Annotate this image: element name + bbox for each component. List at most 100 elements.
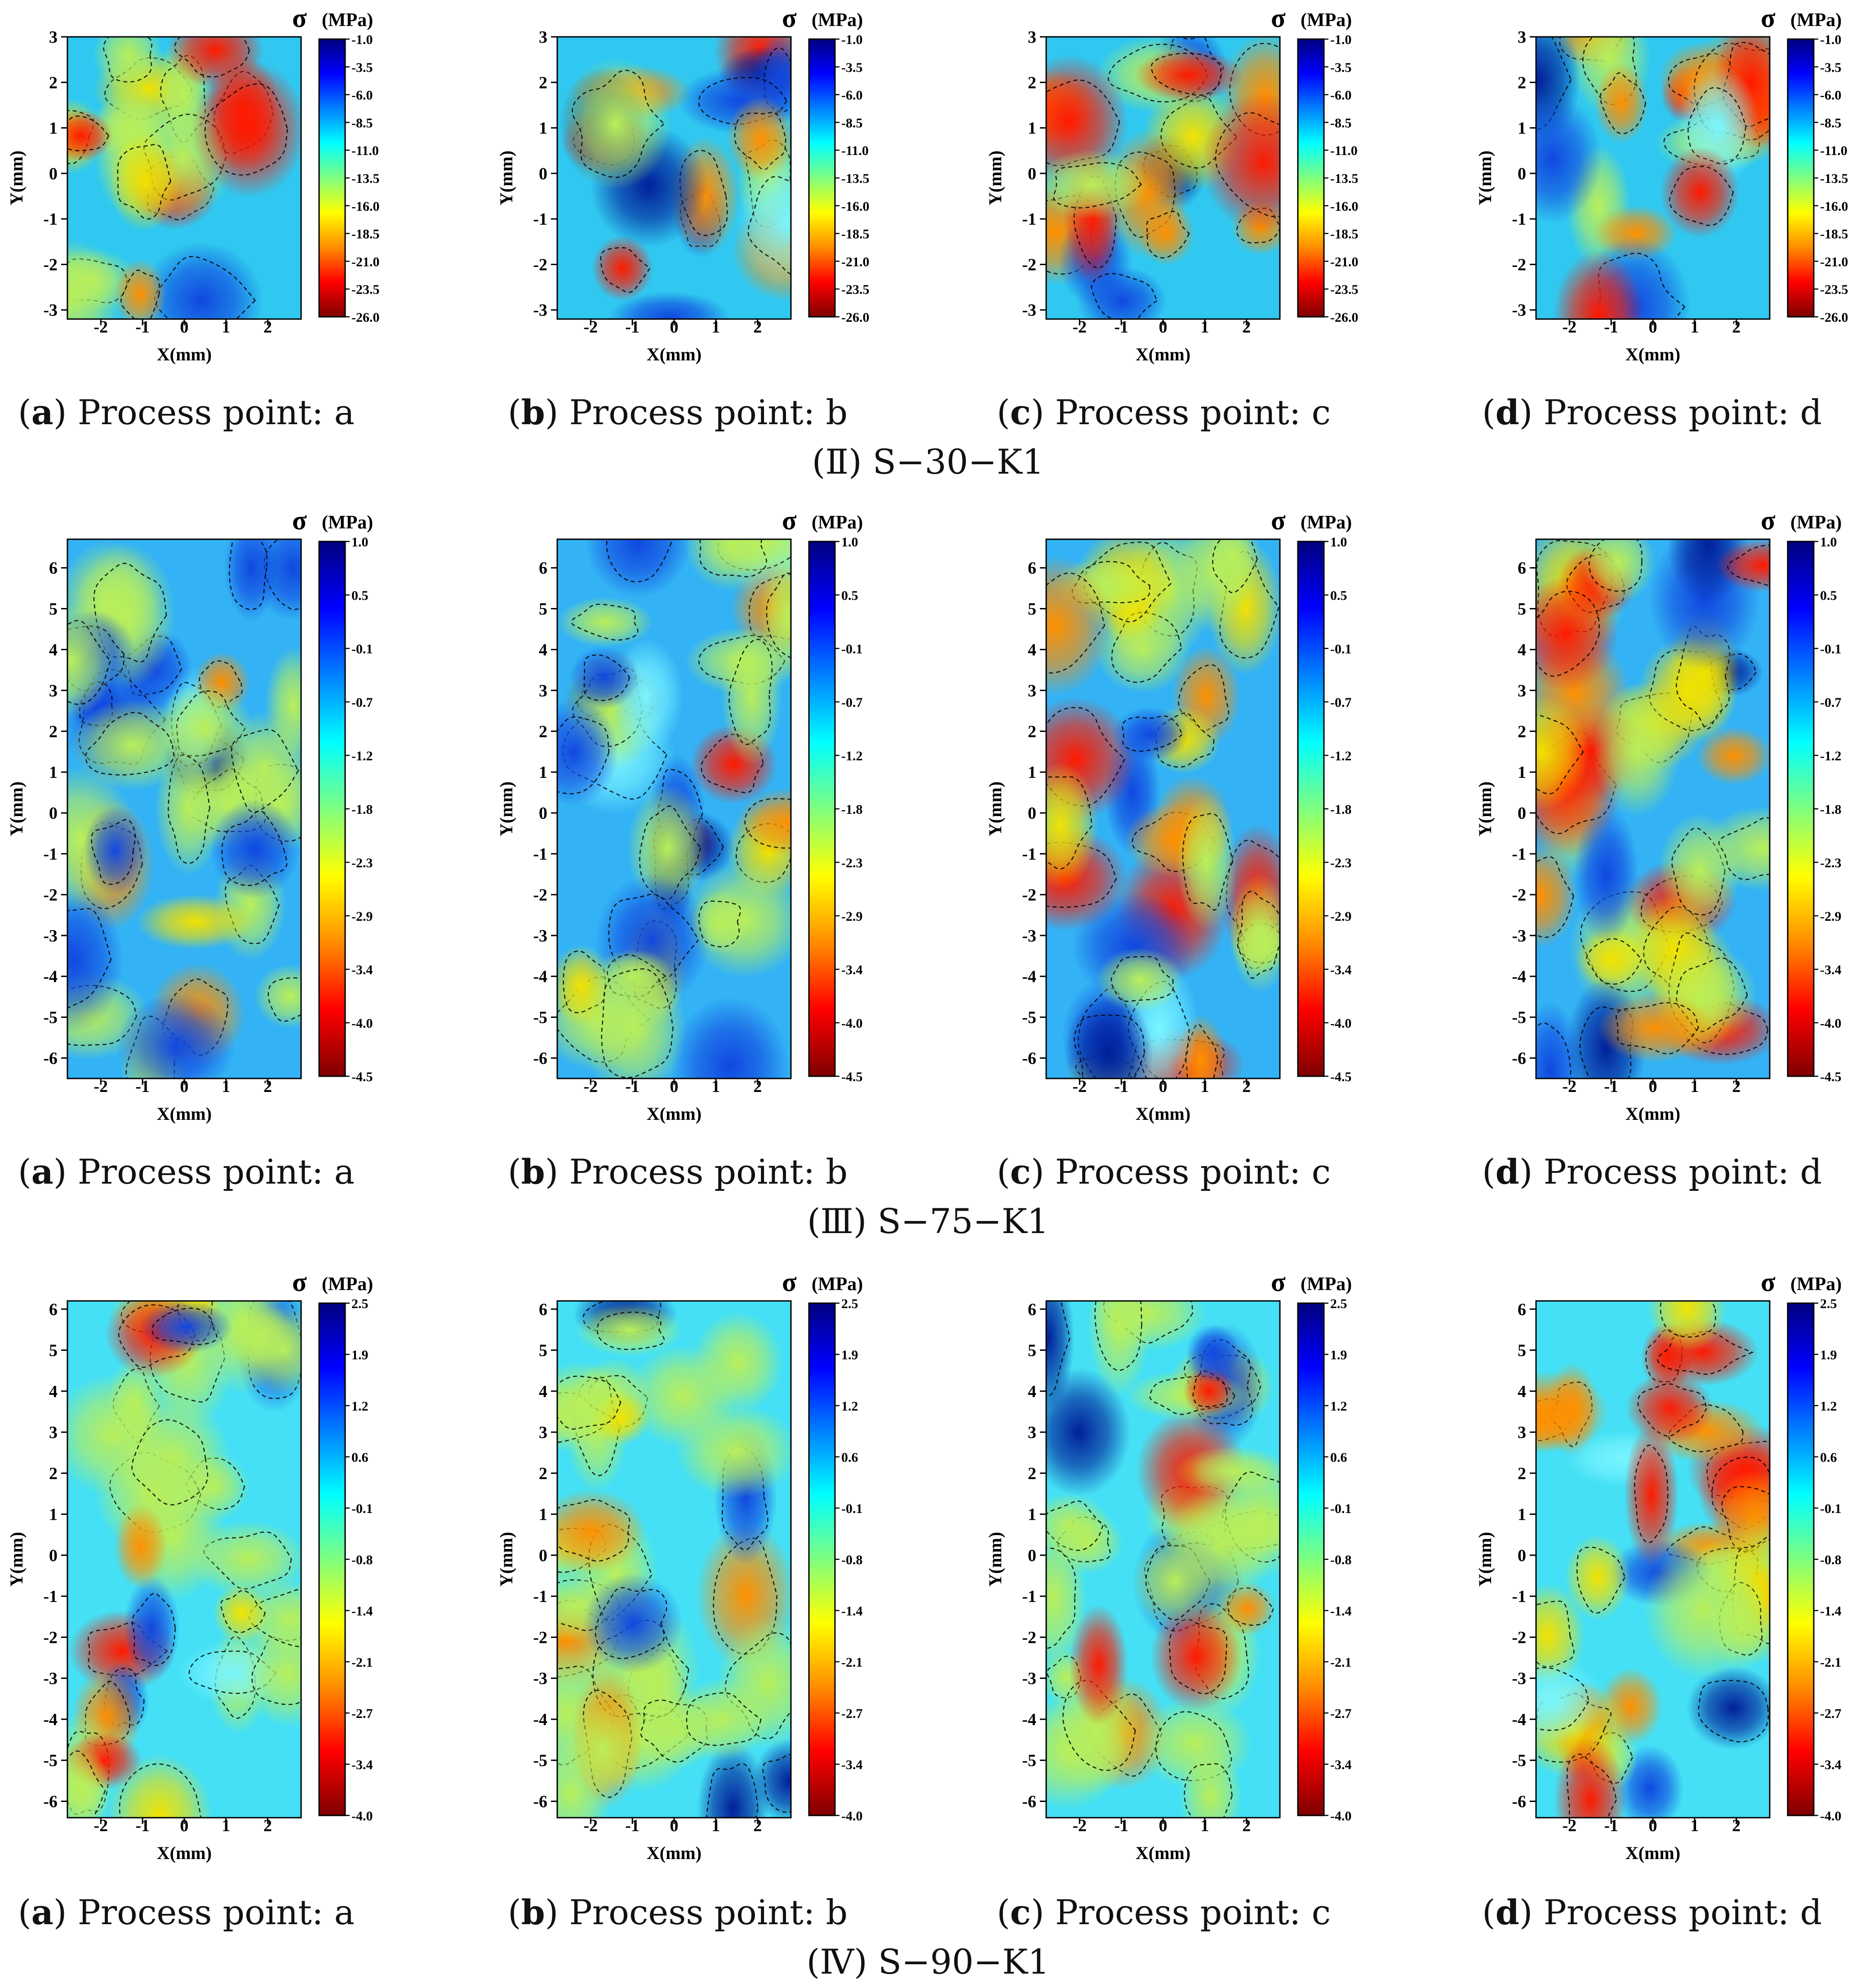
colorbar-tick-label: -26.0 xyxy=(351,310,380,325)
x-tick-label: 1 xyxy=(711,1816,720,1835)
colorbar-tick-label: -2.9 xyxy=(351,909,373,924)
colorbar-title-symbol: σ xyxy=(1761,3,1776,33)
colorbar-tick-label: -2.3 xyxy=(1820,856,1842,870)
contour-line xyxy=(131,1419,209,1506)
colorbar-tick-label: -4.0 xyxy=(1330,1016,1352,1031)
y-tick-label: -1 xyxy=(1512,845,1526,864)
contour-panel-d: -2 -1 0 1 2 X(mm) 3 2 1 0 -1 -2 -3 Y(mm) -1.0 -3.5 -6.0 -… xyxy=(1475,3,1848,364)
panel-caption: (d) Process point: d xyxy=(1482,1152,1822,1192)
contour-line xyxy=(1671,827,1726,916)
y-tick-label: -2 xyxy=(1022,255,1036,274)
y-tick-label: 4 xyxy=(1028,1382,1036,1401)
x-tick-label: 1 xyxy=(222,1077,230,1096)
colorbar-tick-label: 0.5 xyxy=(1330,588,1347,603)
heatmap-field xyxy=(1536,1301,1770,1818)
y-tick-label: -1 xyxy=(1022,1587,1036,1606)
colorbar-tick-label: -1.2 xyxy=(1330,749,1352,763)
contour-panel-b: -2 -1 0 1 2 X(mm) 3 2 1 0 -1 -2 -3 Y(mm) -1.0 -3.5 -6.0 -… xyxy=(496,3,870,364)
y-tick-label: -4 xyxy=(43,1710,58,1729)
colorbar-tick-label: -2.9 xyxy=(841,909,863,924)
y-tick-label: -6 xyxy=(533,1049,547,1068)
panel-caption-letter: c xyxy=(1311,392,1331,432)
y-axis-label: Y(mm) xyxy=(496,151,516,205)
y-tick-label: 1 xyxy=(1028,1505,1036,1524)
colorbar-tick-label: -2.7 xyxy=(351,1706,373,1721)
x-tick-label: -1 xyxy=(1114,318,1128,337)
y-tick-label: 5 xyxy=(539,1341,547,1360)
stress-blob xyxy=(1598,993,1713,1063)
contour-line xyxy=(67,1750,106,1818)
contour-line xyxy=(67,115,110,151)
colorbar-title-unit: (MPa) xyxy=(812,1274,863,1295)
y-tick-label: 1 xyxy=(1028,119,1036,138)
y-tick-label: -5 xyxy=(43,1751,58,1770)
y-tick-label: -1 xyxy=(533,845,547,864)
stress-blob xyxy=(557,597,654,648)
y-tick-label: 4 xyxy=(1518,1382,1526,1401)
x-tick-label: -2 xyxy=(1562,1816,1576,1835)
colorbar-title-symbol: σ xyxy=(292,1267,307,1297)
panel-caption-label: Process point: xyxy=(1055,1892,1312,1932)
y-axis-label: Y(mm) xyxy=(1475,781,1495,836)
colorbar-tick-label: -2.7 xyxy=(841,1706,863,1721)
y-tick-label: 1 xyxy=(539,119,547,138)
y-tick-label: -5 xyxy=(1022,1751,1036,1770)
y-tick-label: -1 xyxy=(1022,845,1036,864)
contour-line xyxy=(764,47,791,113)
panel-caption: (b) Process point: b xyxy=(508,392,848,432)
stress-blob xyxy=(114,259,166,319)
colorbar-title-unit: (MPa) xyxy=(1790,10,1842,31)
panel-letter: b xyxy=(521,392,545,432)
colorbar-tick-label: -23.5 xyxy=(841,282,870,297)
panel-letter: c xyxy=(1010,1152,1031,1192)
panel-letter: a xyxy=(31,392,53,432)
contour-line xyxy=(1536,1667,1590,1731)
x-tick-label: -2 xyxy=(1072,1077,1087,1096)
x-tick-label: -1 xyxy=(1604,318,1618,337)
y-tick-label: 3 xyxy=(539,1423,547,1442)
contour-line xyxy=(557,716,610,794)
stress-blob xyxy=(1179,1745,1242,1818)
contour-line xyxy=(220,1590,266,1633)
y-tick-label: -3 xyxy=(43,301,58,320)
colorbar-tick-label: -18.5 xyxy=(841,227,870,242)
y-tick-label: 0 xyxy=(539,804,547,823)
stress-blob xyxy=(140,242,263,319)
stress-blob xyxy=(1069,1604,1128,1725)
contour-panel-b: -2 -1 0 1 2 X(mm) 6 5 4 3 2 1 0 -1 -2 -3 -4 -5 -6 Y(mm) 2.5 1… xyxy=(496,1267,863,1863)
panel-letter: d xyxy=(1495,1152,1519,1192)
panel-caption: (d) Process point: d xyxy=(1482,392,1822,432)
colorbar-tick-label: -13.5 xyxy=(1820,171,1848,186)
y-tick-label: 1 xyxy=(539,763,547,782)
x-tick-label: 0 xyxy=(1159,1816,1168,1835)
colorbar-tick-label: -0.1 xyxy=(1330,1501,1352,1516)
x-tick-label: -2 xyxy=(93,318,108,337)
x-tick-label: 2 xyxy=(263,1077,272,1096)
contour-panel-d: -2 -1 0 1 2 X(mm) 6 5 4 3 2 1 0 -1 -2 -3 -4 -5 -6 Y(mm) 1.0 0… xyxy=(1475,506,1842,1124)
y-tick-label: -6 xyxy=(43,1049,58,1068)
stress-blob xyxy=(83,806,147,895)
contour-line xyxy=(747,176,791,275)
y-tick-label: 2 xyxy=(1028,722,1036,741)
panel-caption-label: Process point: xyxy=(1055,392,1312,432)
contour-line xyxy=(1178,664,1230,732)
heatmap-field xyxy=(67,1301,301,1818)
x-tick-label: -1 xyxy=(1604,1816,1618,1835)
colorbar-title-unit: (MPa) xyxy=(322,512,373,533)
colorbar-tick-label: -1.2 xyxy=(1820,749,1842,763)
colorbar-tick-label: -18.5 xyxy=(351,227,380,242)
y-tick-label: 2 xyxy=(49,722,58,741)
y-tick-label: -2 xyxy=(1512,1628,1526,1647)
panel-caption-letter: c xyxy=(1311,1892,1331,1932)
colorbar-tick-label: -0.1 xyxy=(1820,642,1842,657)
y-tick-label: 1 xyxy=(1028,763,1036,782)
contour-line xyxy=(1687,87,1747,165)
stress-blob xyxy=(191,60,301,198)
x-tick-label: 1 xyxy=(222,318,230,337)
stress-blob xyxy=(1064,994,1154,1078)
y-tick-label: 2 xyxy=(1518,1464,1526,1483)
x-tick-label: -1 xyxy=(135,1816,150,1835)
y-tick-label: 0 xyxy=(1518,1546,1526,1565)
contour-line xyxy=(1227,1587,1274,1626)
colorbar-tick-label: -1.8 xyxy=(841,802,863,817)
